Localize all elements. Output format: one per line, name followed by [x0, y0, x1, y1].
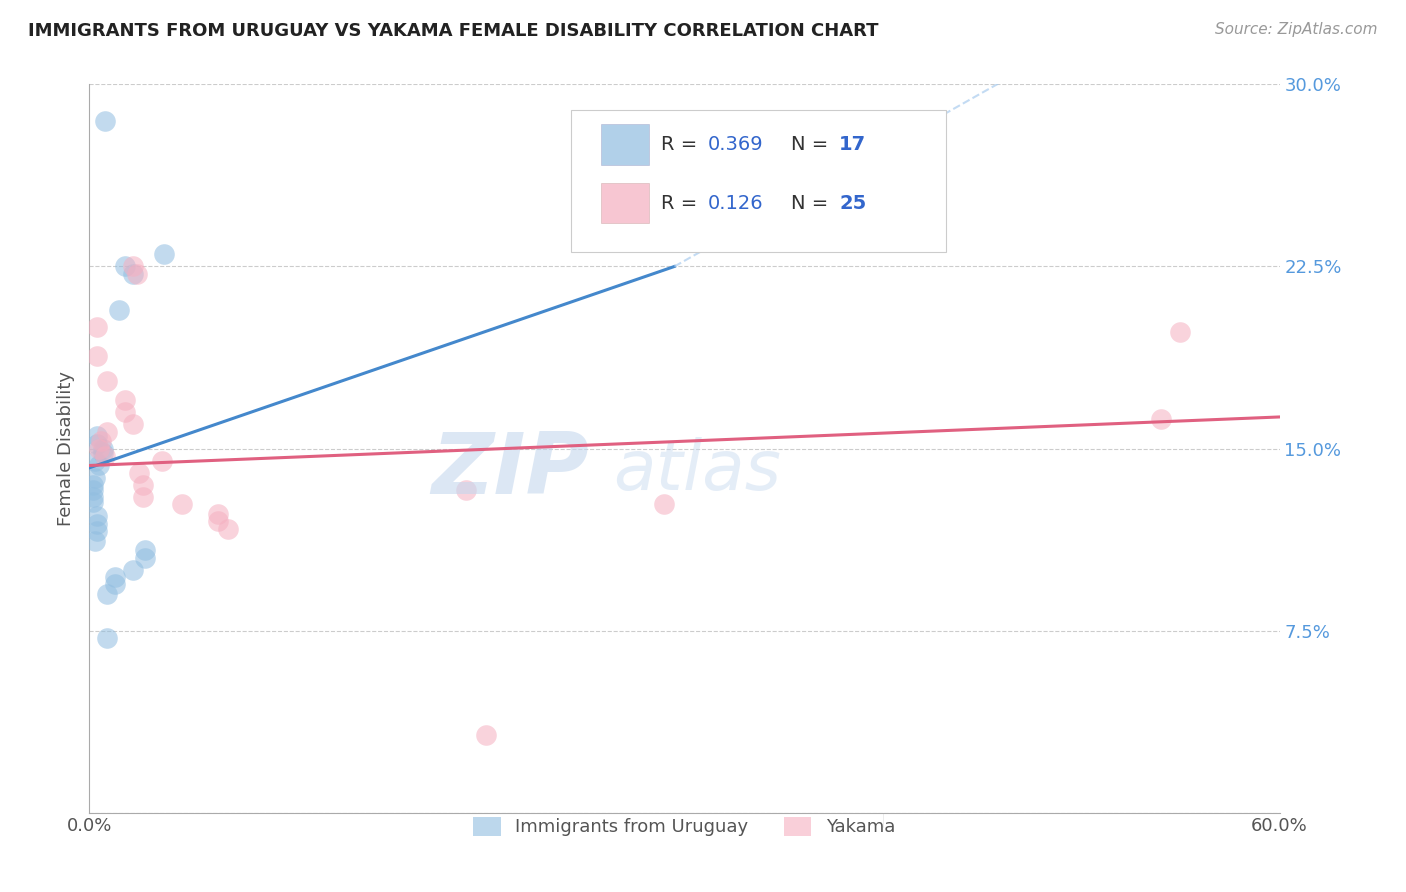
Text: 17: 17 — [839, 136, 866, 154]
Point — [82, 478, 104, 492]
Point — [86, 320, 108, 334]
Text: Source: ZipAtlas.com: Source: ZipAtlas.com — [1215, 22, 1378, 37]
Point — [654, 497, 676, 511]
Point — [104, 577, 127, 591]
Point — [82, 490, 104, 504]
Point — [125, 267, 148, 281]
Point — [454, 483, 477, 497]
Point — [114, 405, 136, 419]
Point — [131, 490, 153, 504]
Point — [121, 267, 143, 281]
Point — [86, 509, 108, 524]
Point — [86, 516, 108, 531]
Point — [104, 570, 127, 584]
Point — [207, 514, 229, 528]
Text: N =: N = — [792, 194, 835, 212]
Point — [134, 543, 156, 558]
Point — [128, 466, 150, 480]
Point — [84, 533, 107, 548]
Point — [84, 470, 107, 484]
Text: 25: 25 — [839, 194, 866, 212]
Point — [207, 507, 229, 521]
Point — [1149, 412, 1171, 426]
Point — [131, 478, 153, 492]
Text: ZIP: ZIP — [432, 429, 589, 512]
Text: N =: N = — [792, 136, 835, 154]
Point — [108, 303, 131, 318]
Text: R =: R = — [661, 194, 703, 212]
Point — [94, 449, 117, 463]
Point — [86, 349, 108, 363]
Text: R =: R = — [661, 136, 703, 154]
Point — [217, 522, 239, 536]
Point — [153, 247, 176, 261]
FancyBboxPatch shape — [600, 125, 648, 164]
Text: atlas: atlas — [613, 437, 780, 504]
Point — [1170, 325, 1192, 339]
Point — [82, 483, 104, 497]
Point — [90, 434, 112, 449]
FancyBboxPatch shape — [600, 183, 648, 223]
Point — [84, 453, 107, 467]
Point — [86, 429, 108, 443]
Text: IMMIGRANTS FROM URUGUAY VS YAKAMA FEMALE DISABILITY CORRELATION CHART: IMMIGRANTS FROM URUGUAY VS YAKAMA FEMALE… — [28, 22, 879, 40]
Point — [121, 417, 143, 432]
Point — [82, 495, 104, 509]
Point — [152, 453, 174, 467]
Point — [475, 728, 498, 742]
Point — [96, 631, 118, 645]
Y-axis label: Female Disability: Female Disability — [58, 371, 75, 526]
Point — [172, 497, 194, 511]
Point — [134, 550, 156, 565]
Text: 0.126: 0.126 — [709, 194, 763, 212]
Point — [96, 587, 118, 601]
Point — [87, 442, 110, 456]
Point — [94, 113, 117, 128]
Point — [86, 436, 108, 450]
Point — [96, 374, 118, 388]
Point — [87, 458, 110, 473]
FancyBboxPatch shape — [571, 110, 946, 252]
Point — [114, 392, 136, 407]
Point — [96, 425, 118, 439]
Point — [86, 524, 108, 538]
Text: 0.369: 0.369 — [709, 136, 763, 154]
Point — [91, 442, 114, 456]
Legend: Immigrants from Uruguay, Yakama: Immigrants from Uruguay, Yakama — [467, 810, 903, 844]
Point — [121, 260, 143, 274]
Point — [91, 446, 114, 460]
Point — [114, 260, 136, 274]
Point — [121, 563, 143, 577]
